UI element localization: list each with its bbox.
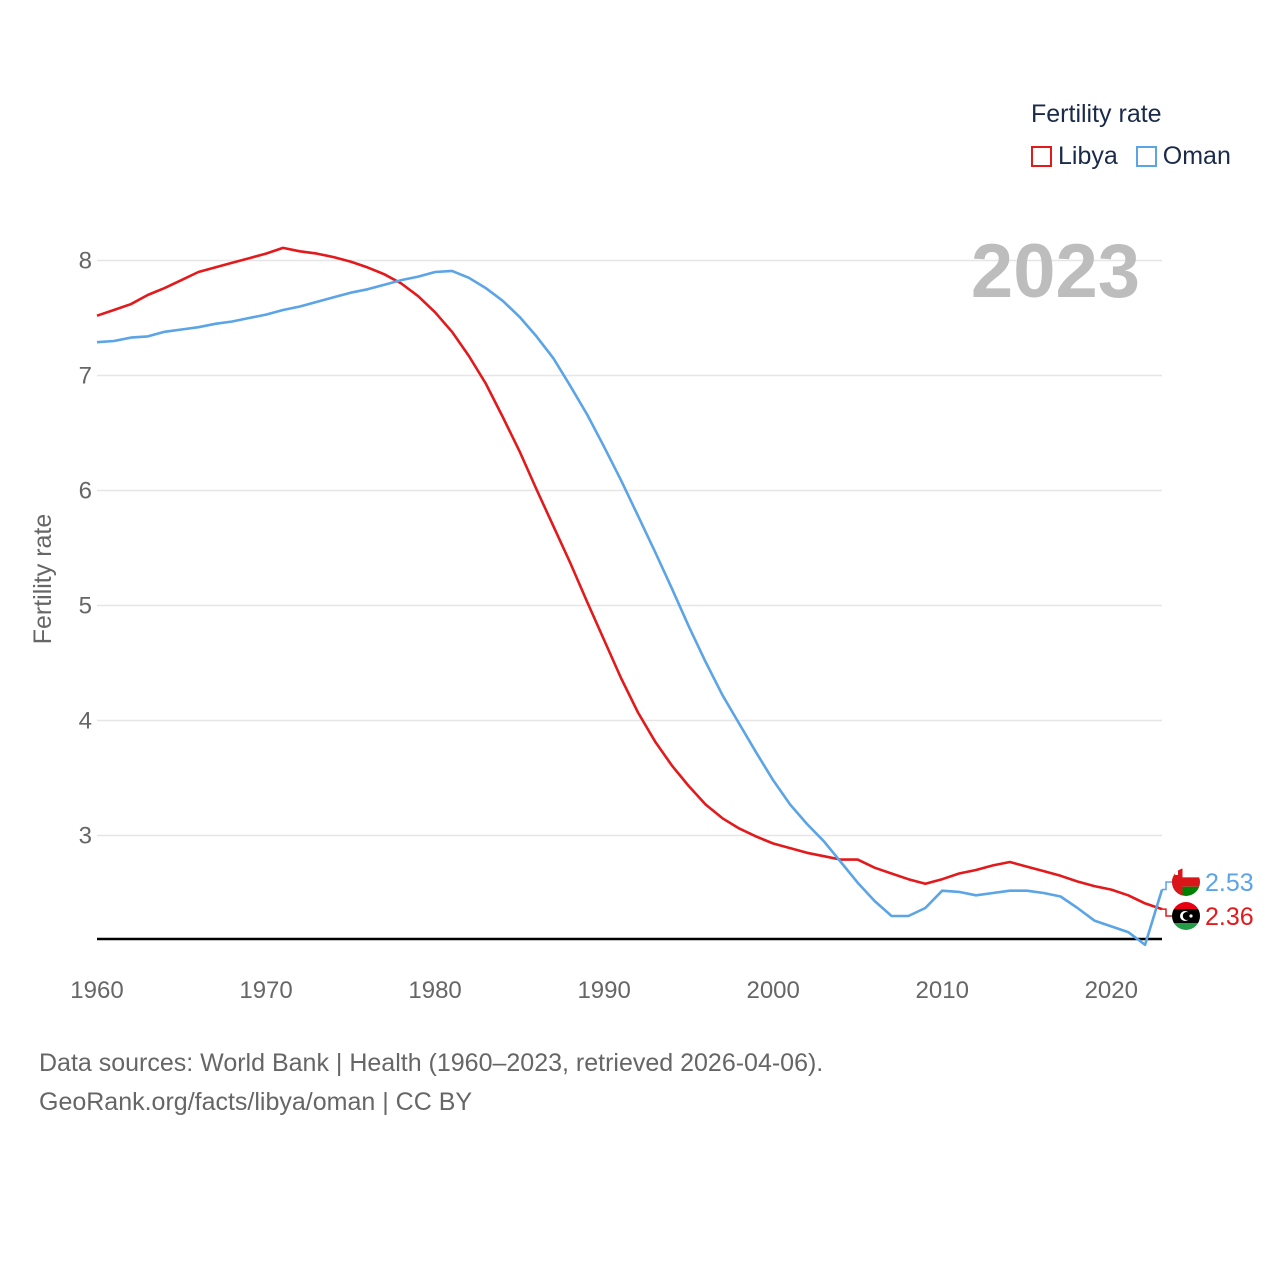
x-tick-label: 1980 xyxy=(408,977,461,1004)
legend-item-libya[interactable]: Libya xyxy=(1031,142,1118,171)
y-tick-label: 8 xyxy=(79,248,92,275)
x-tick-label: 1990 xyxy=(577,977,630,1004)
libya-flag-icon xyxy=(1172,902,1200,930)
y-gridlines xyxy=(97,259,1162,837)
source-note: Data sources: World Bank | Health (1960–… xyxy=(39,1044,823,1122)
x-tick-label: 2000 xyxy=(746,977,799,1004)
oman-flag-icon xyxy=(1172,868,1200,896)
end-value-oman: 2.53 xyxy=(1205,869,1254,897)
source-line-2[interactable]: GeoRank.org/facts/libya/oman | CC BY xyxy=(39,1088,473,1116)
legend-label-oman: Oman xyxy=(1162,142,1231,170)
year-label: 2023 xyxy=(970,229,1140,314)
legend-label-libya: Libya xyxy=(1058,142,1118,170)
end-value-libya: 2.36 xyxy=(1205,903,1254,931)
x-tick-label: 2020 xyxy=(1085,977,1138,1004)
y-tick-label: 4 xyxy=(79,708,92,735)
series-line-libya[interactable] xyxy=(96,246,1163,911)
legend: Libya Oman xyxy=(1031,142,1249,171)
legend-swatch-oman xyxy=(1135,146,1157,167)
series-lines xyxy=(96,246,1164,947)
end-connector-libya xyxy=(1162,908,1172,917)
x-axis-ticks: 1960 1970 1980 1990 2000 2010 2020 xyxy=(70,977,1138,1004)
y-tick-label: 6 xyxy=(79,478,92,505)
legend-item-oman[interactable]: Oman xyxy=(1135,142,1231,171)
y-axis-ticks: 3 4 5 6 7 8 xyxy=(79,248,92,850)
end-connector-oman xyxy=(1162,881,1172,891)
series-line-oman[interactable] xyxy=(96,269,1164,947)
source-line-1: Data sources: World Bank | Health (1960–… xyxy=(39,1049,824,1077)
y-tick-label: 5 xyxy=(79,593,92,620)
x-tick-label: 1970 xyxy=(239,977,292,1004)
y-tick-label: 3 xyxy=(79,823,92,850)
y-tick-label: 7 xyxy=(79,363,92,390)
x-tick-label: 2010 xyxy=(916,977,969,1004)
x-tick-label: 1960 xyxy=(70,977,123,1004)
series-end-markers: 2.53 2.36 xyxy=(1162,868,1254,931)
legend-swatch-libya xyxy=(1031,146,1052,167)
legend-title: Fertility rate xyxy=(1031,100,1162,128)
y-axis-label: Fertility rate xyxy=(29,514,57,645)
